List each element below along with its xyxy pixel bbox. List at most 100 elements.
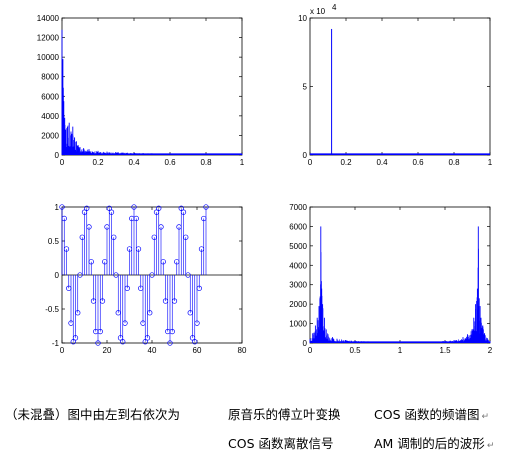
panel-music-fft: 0 0.2 0.4 0.6 0.8 1 0 2000 4000 6000 8000 10000 1200… xyxy=(37,14,245,167)
stem-marker xyxy=(144,335,151,341)
y-tick-label: -1 xyxy=(52,339,60,348)
x-tick-label: 60 xyxy=(193,346,202,355)
x-tick-label: 0.6 xyxy=(412,158,424,167)
y-tick-label: 2000 xyxy=(41,131,59,140)
caption-item-fft-text: 原音乐的傅立叶变换 xyxy=(228,407,341,422)
stem-marker xyxy=(169,328,175,335)
stem-marker xyxy=(133,215,139,222)
y-tick-label: 0 xyxy=(55,271,60,280)
y-tick-label: 10 xyxy=(298,14,307,23)
caption-item-cos-spectrum-text: COS 函数的频谱图 xyxy=(374,407,480,422)
x-tick-label: 0 xyxy=(308,158,313,167)
x-tick-label: 0.4 xyxy=(128,158,140,167)
y-tick-label: 4000 xyxy=(41,112,59,121)
x-tick-label: 0.2 xyxy=(92,158,104,167)
x-tick-label: 1.5 xyxy=(439,346,451,355)
y-tick-label: 3000 xyxy=(289,281,307,290)
y-tick-label: 0 xyxy=(55,151,60,160)
stem-marker xyxy=(70,339,76,345)
caption-item-cos-discrete-text: COS 函数离散信号 xyxy=(228,436,334,451)
stem-marker xyxy=(88,259,94,265)
x-tick-label: 0.8 xyxy=(448,158,460,167)
stem-marker xyxy=(135,246,142,252)
stem-marker xyxy=(106,205,112,211)
y-scale-factor: x 10 xyxy=(310,7,326,16)
caption-item-cos-discrete: COS 函数离散信号 xyxy=(228,433,333,452)
return-mark-icon: ↵ xyxy=(486,441,495,451)
x-tick-label: 0 xyxy=(60,346,65,355)
y-tick-label: 1000 xyxy=(289,320,307,329)
stem-marker xyxy=(84,205,90,211)
stem-marker xyxy=(63,246,70,252)
stem-marker xyxy=(61,215,67,222)
stem-marker xyxy=(72,335,79,341)
axes-frame xyxy=(61,17,243,156)
y-tick-label: 10000 xyxy=(37,53,60,62)
stem-marker xyxy=(171,298,178,304)
return-mark-icon: ↵ xyxy=(481,412,490,422)
x-tick-label: 80 xyxy=(238,346,247,355)
stem-marker xyxy=(203,204,209,210)
y-scale-exponent: 4 xyxy=(332,3,337,12)
stem-marker xyxy=(180,209,187,215)
y-tick-label: 7000 xyxy=(289,203,307,212)
figure-canvas: 0 0.2 0.4 0.6 0.8 102000400060008000100001200… xyxy=(37,3,493,355)
stem-marker xyxy=(77,272,83,278)
caption-item-am-waveform-text: AM 调制的后的波形 xyxy=(374,436,485,451)
stem-marker xyxy=(120,339,126,345)
stem-marker xyxy=(178,205,184,211)
stem-marker xyxy=(183,234,189,240)
x-tick-label: 40 xyxy=(148,346,157,355)
y-tick-label: 0 xyxy=(303,339,308,348)
panel-cos-discrete: 0 20 40 60 80 -1 -0.5 0 0.5 1 xyxy=(45,203,247,355)
x-tick-label: 0 xyxy=(60,158,65,167)
stem-marker xyxy=(111,234,117,240)
stem-marker xyxy=(86,224,92,230)
spectrum-trace xyxy=(61,67,243,155)
stem-marker xyxy=(158,224,164,230)
y-tick-label: 0 xyxy=(303,151,308,160)
y-tick-label: 8000 xyxy=(41,73,59,82)
stem-marker xyxy=(124,285,130,291)
stem-marker xyxy=(59,204,65,210)
x-tick-label: 0.5 xyxy=(349,346,361,355)
stem-marker xyxy=(113,272,119,278)
y-tick-label: 6000 xyxy=(41,92,59,101)
y-tick-label: 6000 xyxy=(289,222,307,231)
stem-marker xyxy=(99,298,106,304)
spectrum-trace xyxy=(309,248,491,343)
x-tick-label: 0.2 xyxy=(340,158,352,167)
y-tick-label: -0.5 xyxy=(45,305,59,314)
stem-marker xyxy=(131,204,137,210)
stem-marker xyxy=(95,340,101,346)
stem-marker xyxy=(142,339,148,345)
axes-frame xyxy=(309,206,491,344)
stem-marker xyxy=(194,320,200,326)
stem-marker xyxy=(196,285,202,291)
y-tick-label: 2000 xyxy=(289,300,307,309)
y-tick-label: 1 xyxy=(55,203,60,212)
y-tick-label: 5 xyxy=(303,83,308,92)
stem-marker xyxy=(149,272,155,278)
stem-marker xyxy=(108,209,115,215)
x-tick-label: 0.6 xyxy=(164,158,176,167)
caption-item-am-waveform: AM 调制的后的波形 ↵ xyxy=(374,433,494,452)
stem-marker xyxy=(192,339,198,345)
stem-marker xyxy=(75,310,81,316)
stem-marker xyxy=(147,310,153,316)
x-tick-label: 0 xyxy=(308,346,313,355)
stem-marker xyxy=(167,340,173,346)
x-tick-label: 1 xyxy=(488,158,493,167)
x-tick-label: 1 xyxy=(240,158,245,167)
stem-marker xyxy=(122,320,128,326)
caption-item-fft: 原音乐的傅立叶变换 xyxy=(228,404,341,423)
x-tick-label: 2 xyxy=(488,346,493,355)
y-tick-label: 4000 xyxy=(289,261,307,270)
stem-marker xyxy=(97,328,103,335)
stem-marker xyxy=(185,272,191,278)
y-tick-label: 12000 xyxy=(37,34,60,43)
x-tick-label: 1 xyxy=(398,346,403,355)
stem-marker xyxy=(160,259,166,265)
caption-intro-text: （未混叠）图中由左到右依次为 xyxy=(5,407,181,422)
